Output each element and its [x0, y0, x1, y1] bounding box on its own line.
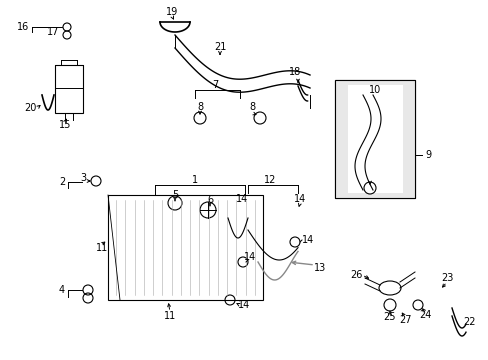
Text: 25: 25	[383, 312, 395, 322]
Text: 17: 17	[47, 27, 59, 37]
Text: 24: 24	[418, 310, 430, 320]
Text: 23: 23	[440, 273, 452, 283]
Text: 14: 14	[235, 194, 247, 204]
Text: 8: 8	[197, 102, 203, 112]
Text: 19: 19	[165, 7, 178, 17]
Text: 16: 16	[17, 22, 29, 32]
Text: 21: 21	[213, 42, 226, 52]
Text: 12: 12	[263, 175, 276, 185]
Text: 18: 18	[288, 67, 301, 77]
Text: 6: 6	[206, 195, 213, 205]
Text: 14: 14	[293, 194, 305, 204]
Text: 20: 20	[24, 103, 36, 113]
Text: 15: 15	[59, 120, 71, 130]
Bar	[334, 80, 414, 198]
Text: 7: 7	[211, 80, 218, 90]
Ellipse shape	[378, 281, 400, 295]
Text: 4: 4	[59, 285, 65, 295]
Bar	[347, 85, 402, 193]
Text: 3: 3	[80, 173, 86, 183]
Text: 11: 11	[96, 243, 108, 253]
Text: 10: 10	[368, 85, 380, 95]
Bar	[334, 80, 414, 198]
Text: 1: 1	[192, 175, 198, 185]
Bar	[55, 65, 83, 113]
Text: 5: 5	[171, 190, 178, 200]
Text: 14: 14	[244, 252, 256, 262]
Text: 2: 2	[59, 177, 65, 187]
Text: 9: 9	[424, 150, 430, 160]
Text: 22: 22	[463, 317, 475, 327]
Text: 13: 13	[313, 263, 325, 273]
Text: 14: 14	[301, 235, 313, 245]
Text: 26: 26	[349, 270, 362, 280]
Text: 8: 8	[248, 102, 255, 112]
Text: 27: 27	[398, 315, 410, 325]
Text: 14: 14	[237, 300, 250, 310]
Bar	[334, 80, 414, 198]
Text: 11: 11	[163, 311, 176, 321]
Bar	[108, 195, 263, 300]
